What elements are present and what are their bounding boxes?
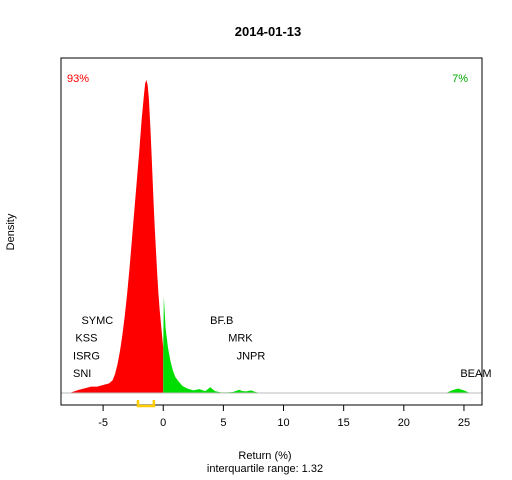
x-axis-label: Return (%) [238, 450, 291, 462]
x-tick-label: 10 [277, 417, 289, 429]
x-tick-label: 0 [160, 417, 166, 429]
chart-title: 2014-01-13 [235, 24, 302, 39]
x-tick-label: 15 [338, 417, 350, 429]
chart-subtitle: interquartile range: 1.32 [207, 463, 323, 475]
x-tick-label: -5 [98, 417, 108, 429]
ticker-label: SNI [73, 368, 91, 380]
x-tick-label: 20 [398, 417, 410, 429]
x-tick-label: 5 [220, 417, 226, 429]
positive-share-label: 7% [452, 73, 468, 85]
ticker-label: BEAM [460, 368, 491, 380]
x-tick-label: 25 [458, 417, 470, 429]
positive-density-area [163, 296, 476, 393]
negative-density-area [69, 80, 164, 393]
annotations: SYMC KSS ISRG SNI BF.B MRK JNPR BEAM [73, 315, 492, 380]
negative-share-label: 93% [67, 73, 89, 85]
ticker-label: SYMC [81, 315, 113, 327]
plot-area [61, 80, 482, 394]
ticker-label: ISRG [73, 350, 100, 362]
ticker-label: JNPR [237, 350, 266, 362]
x-axis: -5 0 5 10 15 20 25 [98, 405, 470, 429]
ticker-label: BF.B [210, 315, 233, 327]
iqr-bracket [136, 400, 156, 408]
ticker-label: MRK [228, 333, 253, 345]
ticker-label: KSS [75, 333, 97, 345]
y-axis-label: Density [5, 213, 17, 250]
plot-border [60, 57, 483, 406]
